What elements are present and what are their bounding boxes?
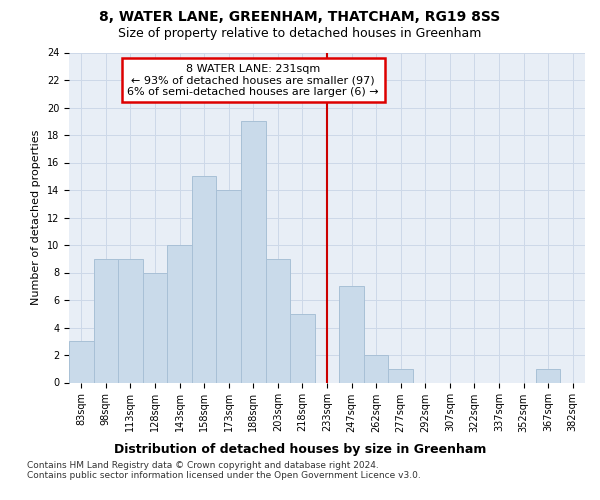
Bar [339,286,364,382]
Bar [241,121,266,382]
Text: 8 WATER LANE: 231sqm
← 93% of detached houses are smaller (97)
6% of semi-detach: 8 WATER LANE: 231sqm ← 93% of detached h… [127,64,379,96]
Bar [217,190,241,382]
Bar [94,259,118,382]
Bar [364,355,388,382]
Bar [143,272,167,382]
Bar [290,314,315,382]
Bar [69,341,94,382]
Bar [192,176,217,382]
Text: 8, WATER LANE, GREENHAM, THATCHAM, RG19 8SS: 8, WATER LANE, GREENHAM, THATCHAM, RG19 … [100,10,500,24]
Bar [388,369,413,382]
Text: Size of property relative to detached houses in Greenham: Size of property relative to detached ho… [118,28,482,40]
Bar [266,259,290,382]
Bar [118,259,143,382]
Y-axis label: Number of detached properties: Number of detached properties [31,130,41,305]
Bar [167,245,192,382]
Text: Contains HM Land Registry data © Crown copyright and database right 2024.
Contai: Contains HM Land Registry data © Crown c… [27,460,421,480]
Bar [536,369,560,382]
Text: Distribution of detached houses by size in Greenham: Distribution of detached houses by size … [114,442,486,456]
